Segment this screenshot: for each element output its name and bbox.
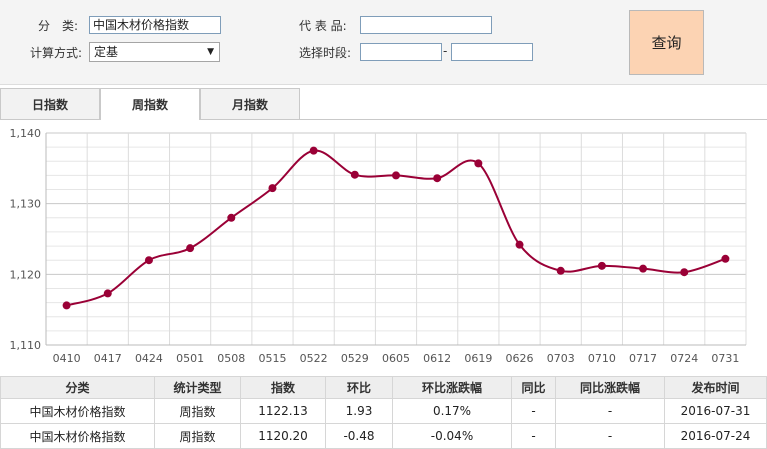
data-point (350, 170, 359, 179)
column-header: 环比 (325, 376, 393, 399)
tab-daily-index[interactable]: 日指数 (0, 88, 100, 119)
data-point (474, 159, 483, 168)
category-label: 分 类: (38, 19, 79, 33)
x-tick-label: 0710 (588, 352, 616, 365)
column-header: 同比涨跌幅 (555, 376, 665, 399)
column-header: 同比 (511, 376, 556, 399)
index-tabs: 日指数 周指数 月指数 (0, 88, 767, 120)
data-point (515, 240, 524, 249)
weekly-index-line-chart: 1,110 1,120 1,130 1,140 0410 0417 0424 0501 0508… (10, 127, 747, 365)
table-cell-yoy: - (511, 423, 556, 449)
table-cell-category: 中国木材价格指数 (0, 398, 155, 424)
index-table: 分类 统计类型 指数 环比 环比涨跌幅 同比 同比涨跌幅 发布时间 中国木材价格… (0, 376, 767, 449)
x-tick-label: 0619 (464, 352, 492, 365)
data-point (186, 244, 195, 253)
data-point (62, 301, 71, 310)
table-cell-date: 2016-07-24 (664, 423, 767, 449)
x-tick-label: 0522 (300, 352, 328, 365)
data-point (721, 254, 730, 263)
y-tick-label: 1,110 (10, 339, 42, 352)
product-input[interactable] (360, 16, 492, 34)
x-tick-label: 0417 (94, 352, 122, 365)
period-label: 选择时段: (299, 46, 352, 60)
category-input[interactable]: 中国木材价格指数 (89, 16, 221, 34)
table-cell-type: 周指数 (154, 398, 241, 424)
data-point (597, 261, 606, 270)
column-header: 分类 (0, 376, 155, 399)
y-tick-label: 1,130 (10, 198, 42, 211)
data-point (680, 268, 689, 277)
data-point (309, 146, 318, 155)
x-tick-label: 0424 (135, 352, 163, 365)
x-tick-label: 0529 (341, 352, 369, 365)
x-tick-label: 0605 (382, 352, 410, 365)
table-cell-yoy-pct: - (555, 398, 665, 424)
x-tick-label: 0612 (423, 352, 451, 365)
column-header: 环比涨跌幅 (392, 376, 512, 399)
x-tick-label: 0731 (711, 352, 739, 365)
tab-weekly-index[interactable]: 周指数 (100, 88, 200, 120)
x-tick-label: 0724 (670, 352, 698, 365)
table-cell-category: 中国木材价格指数 (0, 423, 155, 449)
period-start-input[interactable] (360, 43, 442, 61)
data-point (392, 171, 400, 180)
table-cell-type: 周指数 (154, 423, 241, 449)
data-point (103, 289, 112, 298)
dropdown-arrow-icon: ▼ (207, 47, 214, 57)
table-cell-mom: -0.48 (325, 423, 393, 449)
column-header: 指数 (240, 376, 326, 399)
table-cell-date: 2016-07-31 (664, 398, 767, 424)
table-cell-mom-pct: -0.04% (392, 423, 512, 449)
column-header: 发布时间 (664, 376, 767, 399)
data-point (227, 213, 236, 222)
x-tick-label: 0501 (176, 352, 204, 365)
method-select-value: 定基 (94, 45, 119, 59)
x-tick-label: 0717 (629, 352, 657, 365)
table-cell-mom: 1.93 (325, 398, 393, 424)
data-point (556, 266, 565, 275)
tab-monthly-index[interactable]: 月指数 (200, 88, 300, 119)
x-tick-label: 0410 (53, 352, 81, 365)
data-point (268, 184, 277, 193)
x-tick-label: 0703 (547, 352, 575, 365)
x-tick-label: 0626 (506, 352, 534, 365)
period-separator: - (443, 44, 448, 58)
method-label: 计算方式: (30, 46, 83, 60)
data-point (433, 174, 442, 183)
x-tick-label: 0515 (258, 352, 286, 365)
table-cell-index: 1122.13 (240, 398, 326, 424)
table-cell-yoy-pct: - (555, 423, 665, 449)
x-tick-label: 0508 (217, 352, 245, 365)
y-tick-label: 1,140 (10, 127, 42, 140)
product-label: 代 表 品: (299, 19, 347, 33)
method-select[interactable]: 定基 ▼ (89, 42, 220, 62)
period-end-input[interactable] (451, 43, 533, 61)
data-point (144, 256, 153, 265)
query-button[interactable]: 查询 (629, 10, 704, 75)
table-cell-mom-pct: 0.17% (392, 398, 512, 424)
table-cell-index: 1120.20 (240, 423, 326, 449)
table-row: 中国木材价格指数 周指数 1122.13 1.93 0.17% - - 2016… (0, 398, 767, 424)
y-tick-label: 1,120 (10, 268, 42, 281)
table-cell-yoy: - (511, 398, 556, 424)
query-form: 分 类: 中国木材价格指数 计算方式: 定基 ▼ 代 表 品: 选择时段: - … (0, 0, 767, 85)
table-row: 中国木材价格指数 周指数 1120.20 -0.48 -0.04% - - 20… (0, 423, 767, 449)
table-header-row: 分类 统计类型 指数 环比 环比涨跌幅 同比 同比涨跌幅 发布时间 (0, 376, 767, 399)
column-header: 统计类型 (154, 376, 241, 399)
data-point (639, 264, 648, 273)
